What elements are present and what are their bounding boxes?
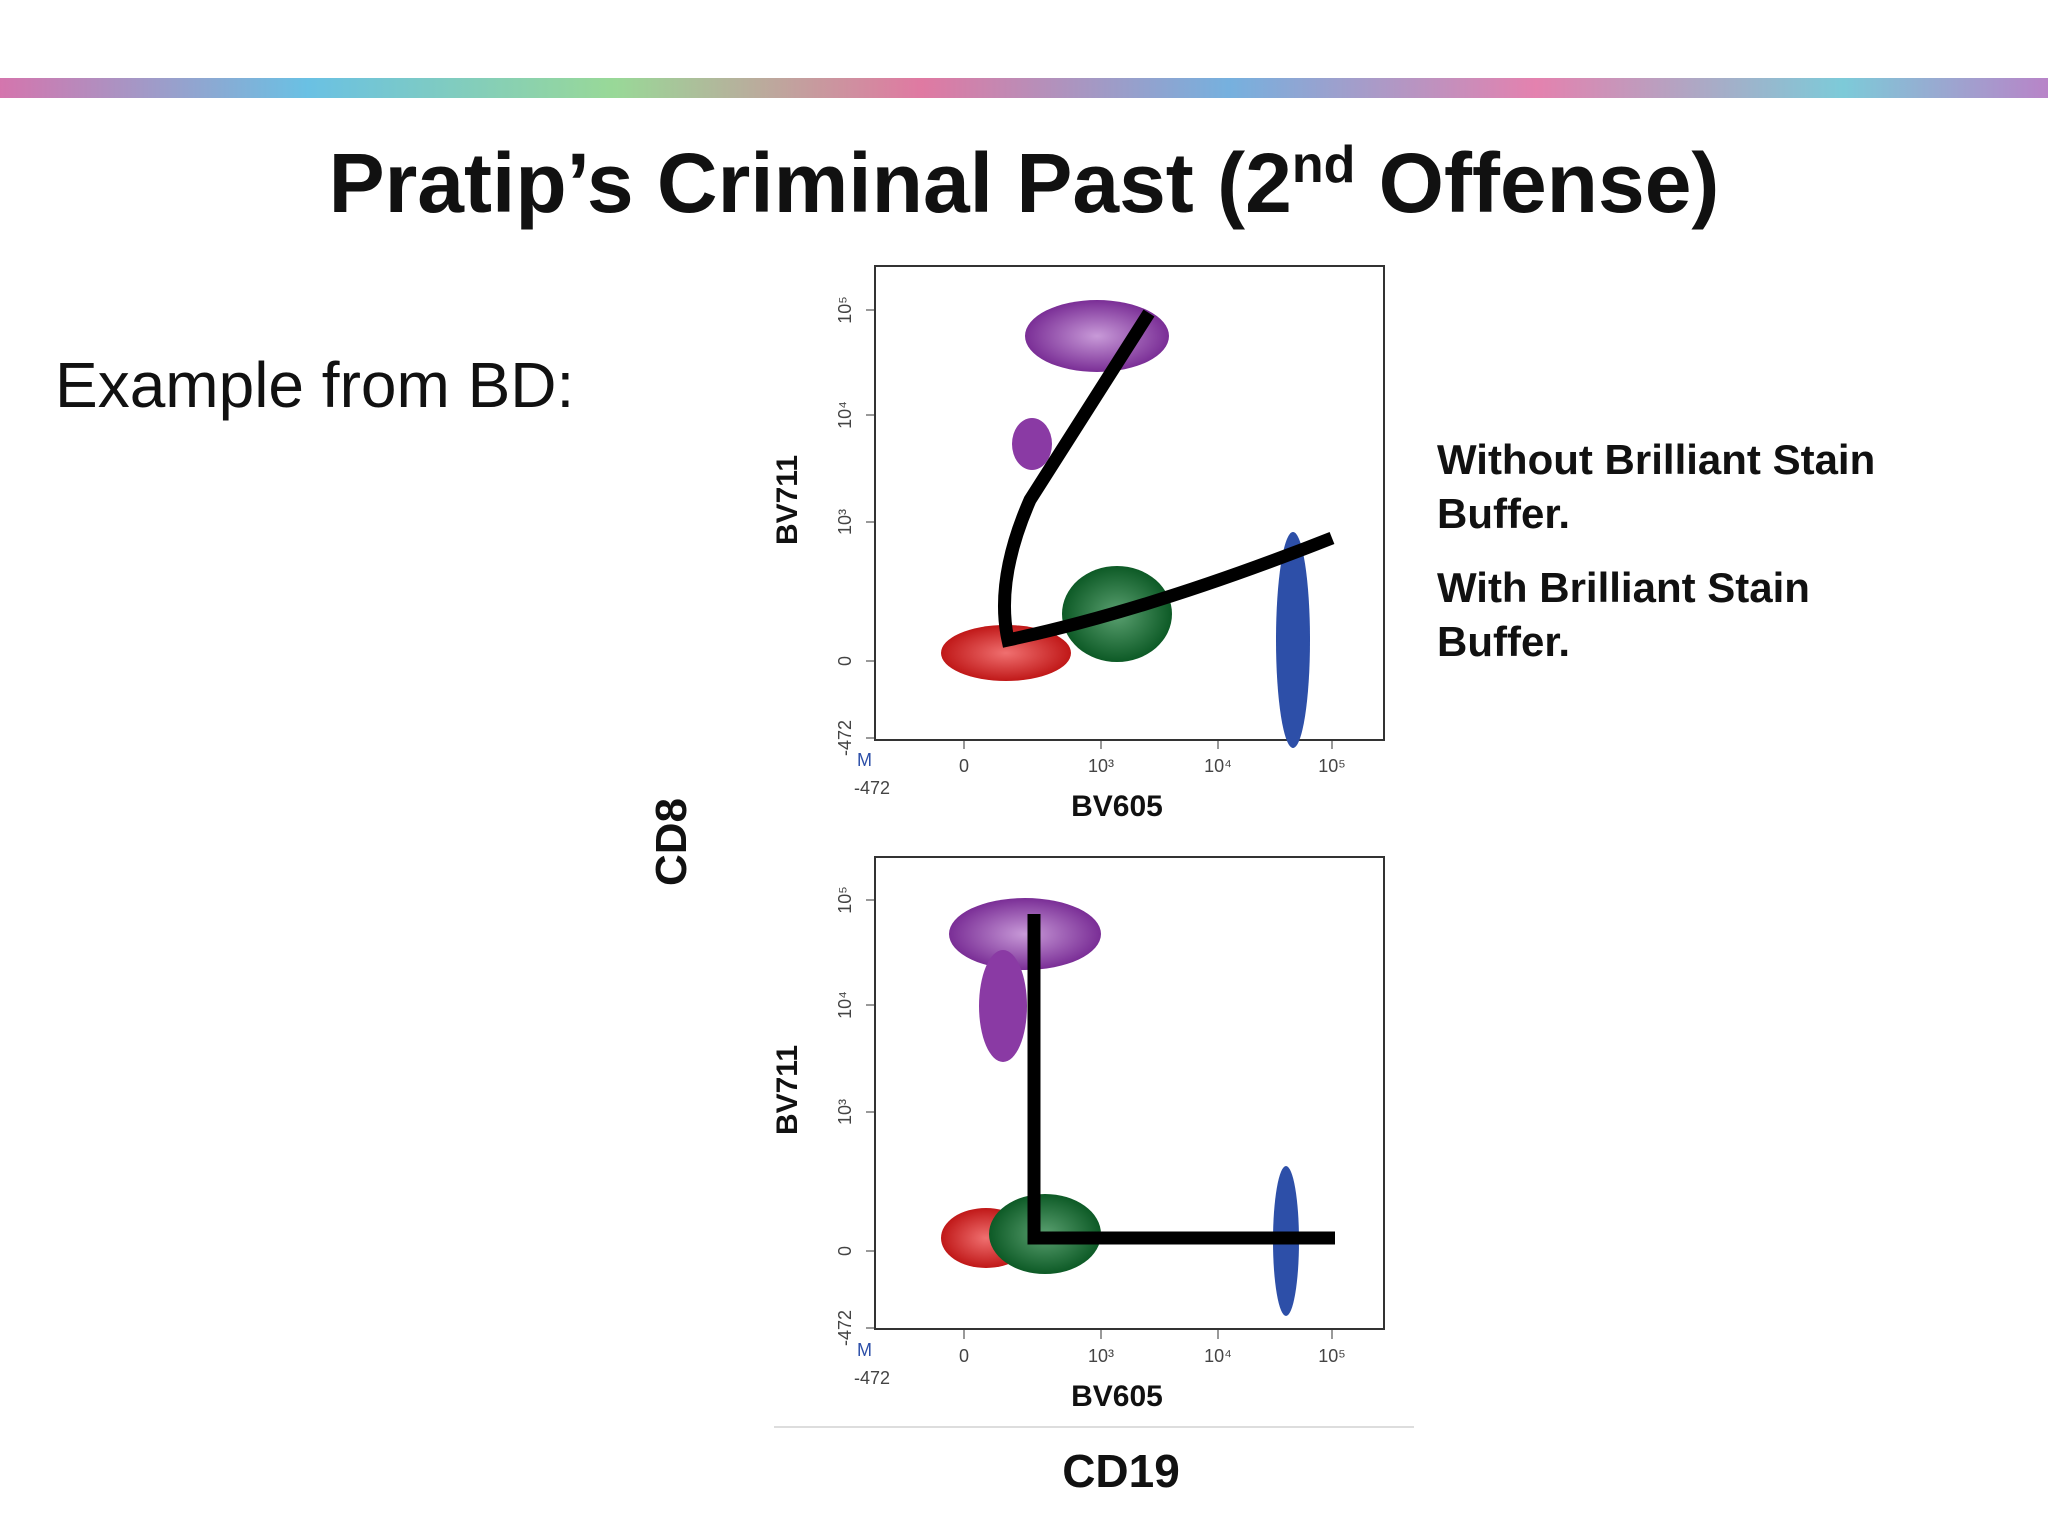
y-tick-label: 0	[835, 656, 855, 666]
y-tick-label: 10⁴	[835, 401, 855, 429]
y-tick-label: 10⁵	[835, 886, 855, 913]
y-axis-label: BV711	[771, 455, 804, 545]
plot	[874, 265, 1385, 748]
x-tick-label: 0	[959, 1346, 969, 1366]
corner-label: M	[857, 750, 872, 770]
header-stripe	[0, 78, 2048, 98]
corner-label: M	[857, 1340, 872, 1360]
plot	[874, 856, 1385, 1330]
x-axis-title: CD19	[1062, 1445, 1180, 1497]
y-tick-label: 10⁴	[835, 991, 855, 1019]
x-axis-label: BV605	[1071, 1380, 1163, 1413]
x-min-label: -472	[854, 1368, 890, 1388]
y-tick-label: -472	[835, 1310, 855, 1346]
slide-title: Pratip’s Criminal Past (2nd Offense)	[329, 136, 1720, 230]
x-tick-label: 0	[959, 756, 969, 776]
x-tick-label: 10⁵	[1318, 756, 1345, 776]
y-tick-label: 10³	[835, 1099, 855, 1125]
y-tick-label: -472	[835, 720, 855, 756]
caption: Without Brilliant Stain	[1437, 436, 1875, 483]
y-tick-label: 10⁵	[835, 296, 855, 323]
caption: Buffer.	[1437, 618, 1570, 665]
x-axis-label: BV605	[1071, 790, 1163, 823]
caption: With Brilliant Stain	[1437, 564, 1810, 611]
y-axis-label: BV711	[771, 1045, 804, 1135]
y-tick-label: 0	[835, 1246, 855, 1256]
caption: Buffer.	[1437, 490, 1570, 537]
intro-text: Example from BD:	[55, 349, 574, 421]
x-tick-label: 10³	[1088, 1346, 1114, 1366]
y-axis-title: CD8	[647, 798, 696, 886]
x-tick-label: 10⁴	[1204, 1346, 1232, 1366]
y-tick-label: 10³	[835, 509, 855, 535]
x-min-label: -472	[854, 778, 890, 798]
x-tick-label: 10³	[1088, 756, 1114, 776]
x-tick-label: 10⁵	[1318, 1346, 1345, 1366]
x-tick-label: 10⁴	[1204, 756, 1232, 776]
